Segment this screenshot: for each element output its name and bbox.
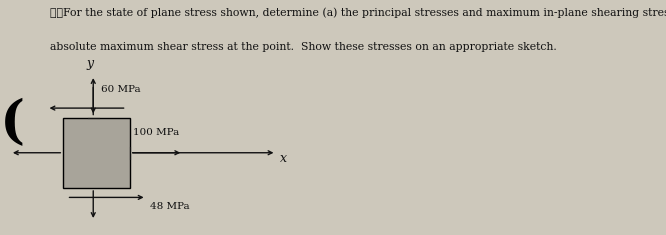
Text: 60 MPa: 60 MPa xyxy=(101,85,141,94)
Text: 48 MPa: 48 MPa xyxy=(150,202,189,211)
Text: 100 MPa: 100 MPa xyxy=(133,129,179,137)
Bar xyxy=(63,118,130,188)
Text: ∴∴For the state of plane stress shown, determine (a) the principal stresses and : ∴∴For the state of plane stress shown, d… xyxy=(50,7,666,18)
Text: y: y xyxy=(87,58,93,70)
Text: ): ) xyxy=(0,92,21,143)
Text: x: x xyxy=(280,152,287,165)
Text: absolute maximum shear stress at the point.  Show these stresses on an appropria: absolute maximum shear stress at the poi… xyxy=(50,42,557,52)
